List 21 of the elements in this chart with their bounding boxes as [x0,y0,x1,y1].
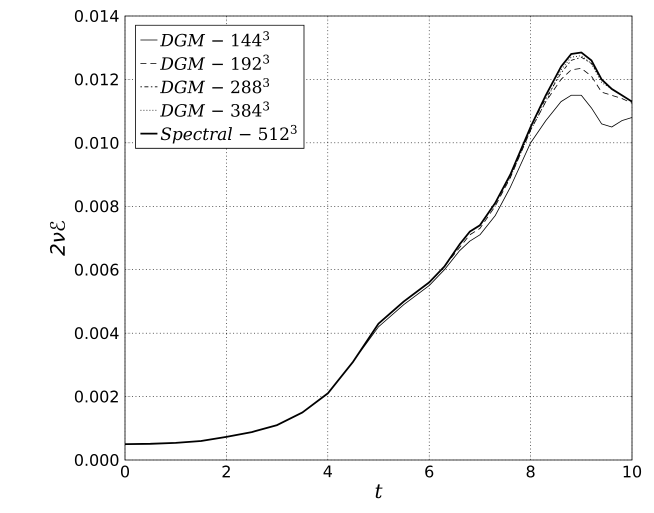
y-tick-label: 0.008 [74,200,118,212]
x-tick-label: 8 [526,466,535,478]
legend-label: DGM − 384$^{3}$ [160,102,270,117]
y-axis-title: 2νℰ [50,220,66,256]
y-tick-label: 0.012 [74,73,118,86]
y-tick-label: 0.010 [74,136,118,149]
legend-label: Spectral − 512$^{3}$ [160,124,297,144]
legend-label: DGM − 288$^{3}$ [160,78,270,94]
legend-label: DGM − 144$^{3}$ [160,31,270,47]
x-axis-title: t [376,484,383,498]
y-tick-label: 0.002 [74,390,118,403]
y-tick-label: 0.006 [74,264,118,276]
legend-label: DGM − 192$^{3}$ [160,54,270,70]
x-tick-label: 10 [624,466,642,478]
x-tick-label: 2 [222,466,230,478]
y-tick-label: 0.004 [74,327,119,340]
x-tick-label: 4 [324,466,332,478]
x-tick-label: 6 [425,466,434,478]
y-tick-label: 0.000 [74,454,118,466]
y-tick-label: 0.014 [74,10,119,22]
x-tick-label: 0 [120,466,130,478]
